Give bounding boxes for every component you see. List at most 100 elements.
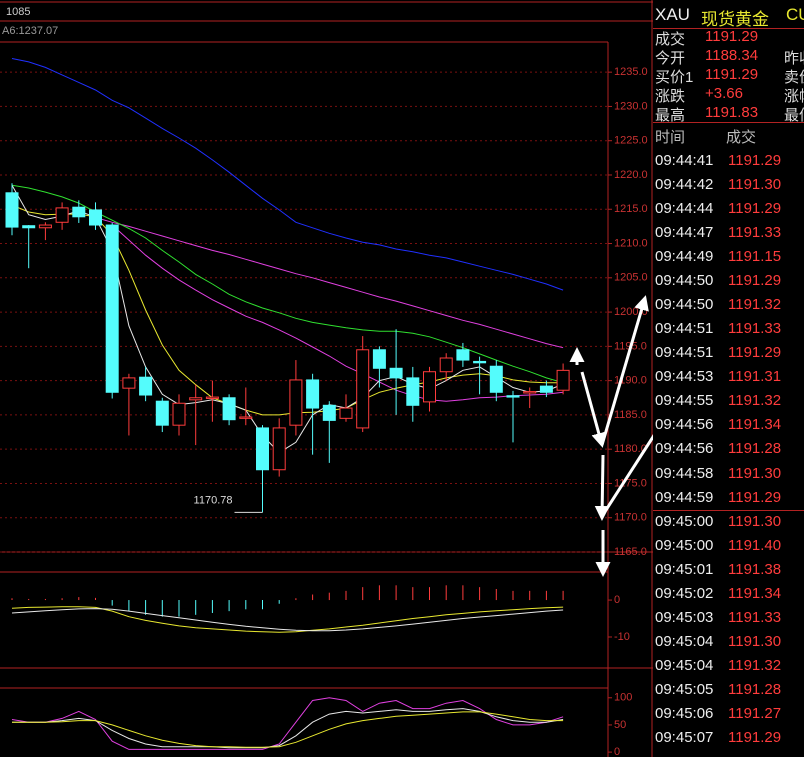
trade-price: 1191.29 [728, 152, 782, 169]
candle-body [205, 396, 219, 399]
candle-body [306, 379, 320, 409]
trade-price: 1191.28 [728, 680, 782, 698]
candle-body [389, 367, 403, 379]
y-tick-label: 1180.0 [614, 443, 647, 455]
trade-time: 09:45:05 [655, 680, 714, 698]
trade-time: 09:44:51 [655, 320, 714, 338]
indicator-line [12, 708, 564, 749]
trade-price: 1191.32 [728, 392, 782, 410]
candle-body [189, 397, 203, 401]
candle-body [105, 224, 119, 393]
indicator-line [111, 224, 564, 402]
trades-header: 成交 [726, 129, 757, 146]
trade-price: 1191.32 [728, 656, 782, 674]
divider [653, 510, 804, 511]
instrument-extra: CU [786, 5, 804, 24]
quote-label: 最低 [784, 107, 804, 124]
instrument-name: 现货黄金 [701, 10, 769, 29]
trade-time: 09:44:51 [655, 344, 714, 362]
y-tick-label: 1185.0 [614, 409, 647, 421]
trade-time: 09:45:00 [655, 536, 714, 554]
chart: 1085 A6:1237.07 1165.01170.01175.01180.0… [0, 0, 653, 757]
indicator-line [11, 697, 564, 750]
y-tick-label: 1235.0 [614, 66, 648, 78]
trade-time: 09:44:59 [655, 488, 714, 506]
ma-label: A6:1237.07 [2, 25, 58, 37]
quote-value: +3.66 [705, 85, 743, 102]
trade-time: 09:44:47 [655, 224, 714, 242]
quote-value: 1191.29 [705, 28, 759, 45]
candle-body [272, 427, 286, 471]
candle-body [155, 400, 169, 426]
candle-body [406, 377, 420, 406]
trade-time: 09:44:58 [655, 464, 714, 482]
trade-time: 09:44:50 [655, 296, 714, 314]
candle-body [139, 376, 153, 396]
trade-time: 09:45:06 [655, 704, 714, 722]
trade-time: 09:44:44 [655, 200, 714, 218]
quote-label: 涨跌 [655, 88, 686, 105]
trades-header: 时间 [655, 129, 686, 146]
candle-body [489, 365, 503, 393]
trade-time: 09:45:01 [655, 560, 714, 578]
frame [0, 0, 653, 757]
trade-price: 1191.29 [728, 728, 782, 746]
y-tick-label: 1220.0 [614, 169, 648, 181]
y-tick-label: 1170.0 [614, 512, 647, 524]
candle-body [439, 357, 453, 373]
indicator-line [95, 217, 564, 349]
trade-price: 1191.30 [728, 176, 782, 194]
candle-body [5, 192, 19, 228]
trade-price: 1191.29 [728, 272, 782, 290]
trade-time: 09:45:07 [655, 728, 714, 746]
candle-body [456, 349, 470, 361]
trade-time: 09:44:56 [655, 440, 714, 458]
trade-time: 09:45:03 [655, 608, 714, 626]
trade-price: 1191.34 [728, 584, 782, 602]
indicator-line [11, 185, 564, 454]
candle-body [22, 225, 36, 229]
candle-body [72, 206, 86, 218]
trade-time: 09:45:00 [655, 512, 714, 530]
quote-label: 卖价 [784, 69, 804, 86]
trade-price: 1191.30 [728, 632, 782, 650]
trade-time: 09:44:56 [655, 416, 714, 434]
candle-body [523, 391, 537, 394]
trade-time: 09:45:04 [655, 632, 714, 650]
trade-price: 1191.30 [728, 464, 782, 482]
y-tick-label: 50 [614, 719, 626, 731]
quote-label: 成交 [655, 31, 686, 48]
trade-price: 1191.30 [728, 512, 782, 530]
candle-body [239, 416, 253, 419]
quote-label: 今开 [655, 50, 686, 67]
y-tick-label: 0 [614, 746, 620, 757]
y-tick-label: 1210.0 [614, 237, 648, 249]
candle-body [339, 407, 353, 419]
annotation: 1170.78 [194, 494, 233, 506]
candle-body [556, 369, 570, 391]
quote-label: 涨幅 [784, 88, 804, 105]
indicator-line [12, 711, 564, 748]
trade-time: 09:44:42 [655, 176, 714, 194]
trade-time: 09:44:49 [655, 248, 714, 266]
indicator-line [11, 58, 564, 291]
quote-value: 1191.29 [705, 66, 759, 83]
trade-price: 1191.15 [728, 248, 782, 266]
candle-body [89, 209, 102, 226]
quote-label: 买价1 [655, 69, 694, 86]
trade-price: 1191.29 [728, 200, 782, 218]
candle-body [38, 224, 52, 229]
divider [653, 122, 804, 123]
trade-time: 09:44:53 [655, 368, 714, 386]
candle-body [539, 385, 553, 393]
y-tick-label: 1215.0 [614, 203, 648, 215]
trade-price: 1191.29 [728, 344, 782, 362]
trade-time: 09:44:50 [655, 272, 714, 290]
quote-label: 昨收 [784, 50, 804, 67]
trade-price: 1191.33 [728, 608, 782, 626]
side-panel: XAU 现货黄金 CU 成交 1191.29 今开 1188.34 昨收买价1 1191.29 卖… [653, 0, 804, 757]
indicator-line [11, 608, 564, 632]
y-tick-label: 1205.0 [614, 272, 648, 284]
y-tick-label: 100 [614, 692, 632, 704]
